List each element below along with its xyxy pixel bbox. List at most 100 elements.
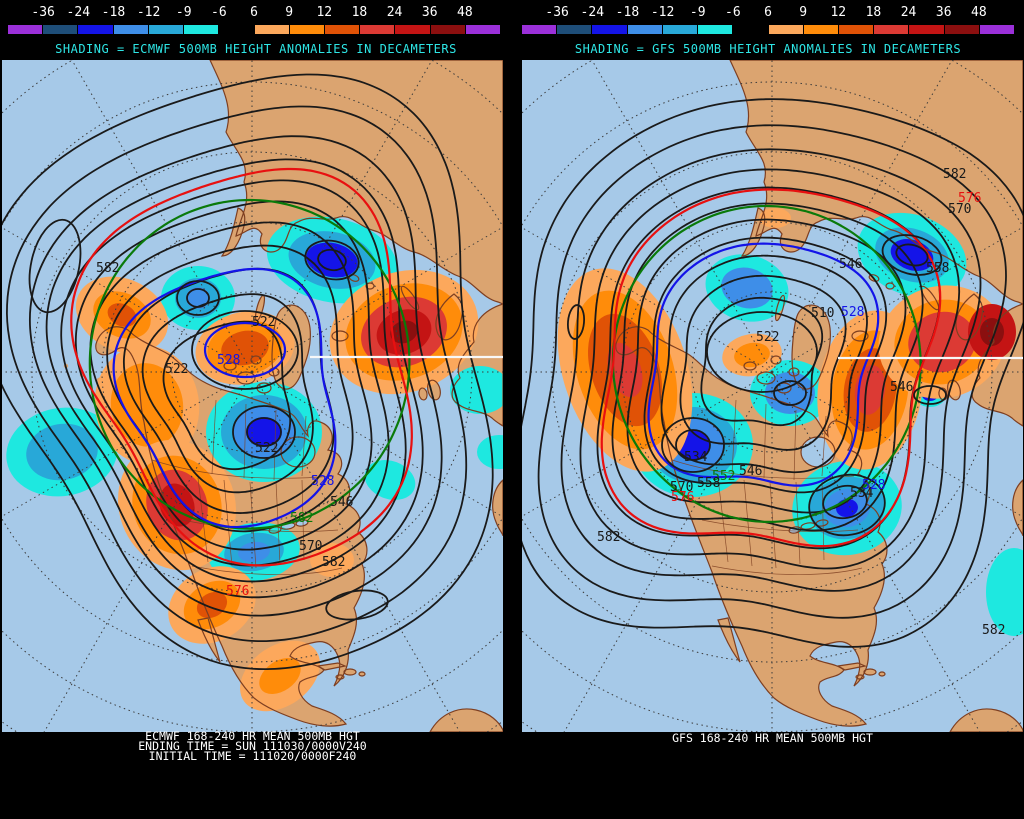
contour-label: 528 <box>841 305 864 320</box>
coastline <box>855 674 865 680</box>
political-border <box>769 481 777 569</box>
meridian-line <box>771 60 953 373</box>
coastline <box>788 367 800 377</box>
coastline <box>776 382 792 394</box>
political-border <box>717 477 729 563</box>
contour-528-blue <box>112 267 337 529</box>
panel-title: SHADING = GFS 500MB HEIGHT ANOMALIES IN … <box>574 42 962 56</box>
anomaly-blob <box>734 342 770 368</box>
meridian-line <box>771 226 1023 373</box>
political-border <box>191 565 343 575</box>
height-contour <box>106 244 354 533</box>
meridian-line <box>2 227 253 373</box>
colorbar-tick: -24 <box>66 5 91 20</box>
coastline <box>418 387 428 401</box>
colorbar-tick: 6 <box>250 5 258 20</box>
contour-label: 576 <box>671 490 694 505</box>
colorbar-tick: 18 <box>351 5 368 20</box>
height-contours <box>522 98 1023 648</box>
contour-label: 576 <box>226 584 249 599</box>
anomaly-blob <box>854 365 886 415</box>
graticule <box>522 60 1023 732</box>
political-border <box>223 479 233 567</box>
colorbar-tick: 36 <box>421 5 438 20</box>
contour-label: 546 <box>739 464 762 479</box>
panel-ecmwf: -36 -24 -18 -12 -9 -6 6 9 12 18 24 36 48 SHADING = E… <box>2 5 503 763</box>
height-contour <box>660 254 868 474</box>
landmass <box>838 663 865 670</box>
colorbar <box>522 25 1015 34</box>
colorbar-segment <box>465 25 501 34</box>
colorbar-segment <box>733 25 768 34</box>
coastline <box>774 294 786 322</box>
contour-label: 582 <box>290 511 313 526</box>
coastline <box>451 303 503 427</box>
political-border <box>711 565 863 575</box>
colorbar-segment <box>768 25 803 34</box>
height-contour <box>2 73 494 670</box>
coastline <box>878 671 886 677</box>
colorbar-segment <box>395 25 430 34</box>
coastline <box>949 708 1023 732</box>
anomaly-blob <box>759 208 791 228</box>
contour-label: 558 <box>697 476 720 491</box>
colorbar-tick: -9 <box>689 5 706 20</box>
coastline <box>343 668 357 676</box>
contour-label: 528 <box>311 474 334 489</box>
colorbar-segment <box>289 25 324 34</box>
closed-low-contour <box>773 380 807 406</box>
meridian-line <box>2 371 253 517</box>
height-contours <box>2 73 494 670</box>
landmass <box>222 208 245 256</box>
anomaly-blob <box>196 591 228 619</box>
contour-label: 582 <box>982 623 1005 638</box>
colorbar-segment <box>184 25 219 34</box>
coastline <box>223 361 237 371</box>
colorbar-tick: 6 <box>764 5 772 20</box>
colorbar-segment <box>557 25 592 34</box>
closed-low-contour <box>317 248 347 272</box>
meridian-line <box>563 371 773 732</box>
contour-label: 582 <box>322 555 345 570</box>
closed-low-contour <box>176 280 220 316</box>
colorbar-segment <box>8 25 43 34</box>
contour-label: 546 <box>890 380 913 395</box>
colorbar-tick: 24 <box>900 5 917 20</box>
height-contour <box>537 124 1007 619</box>
colorbar-segment <box>148 25 184 34</box>
footer-line: INITIAL TIME = 111020/0000F240 <box>148 749 357 763</box>
climatology-contour <box>88 198 411 530</box>
colorbar-tick: 12 <box>316 5 333 20</box>
colorbar-tick: -9 <box>175 5 192 20</box>
political-border <box>151 459 335 479</box>
colorbar-segment <box>838 25 874 34</box>
colorbar-tick: -18 <box>101 5 126 20</box>
colorbar-tick: 12 <box>830 5 847 20</box>
closed-low-contour <box>675 429 711 461</box>
coastline <box>492 479 503 537</box>
meridian-line <box>522 371 773 517</box>
colorbar-tick: 24 <box>386 5 403 20</box>
coastline <box>868 274 880 282</box>
coastline <box>791 304 831 390</box>
coastline <box>316 662 348 671</box>
colorbar-tick: -36 <box>545 5 569 20</box>
political-border <box>763 403 767 479</box>
contour-label: 522 <box>165 362 188 377</box>
coastline <box>427 379 441 401</box>
colorbar-tick: -18 <box>615 5 640 20</box>
meridian-line <box>771 371 1023 518</box>
anomaly-blob <box>986 548 1023 636</box>
landmass <box>318 663 345 670</box>
colorbar-ticks: -36 -24 -18 -12 -9 -6 6 9 12 18 24 36 48 <box>522 5 1014 21</box>
height-contour <box>45 158 424 599</box>
coastline <box>358 671 366 677</box>
coastline <box>947 379 961 401</box>
coastline <box>331 330 349 342</box>
height-contour <box>579 168 961 570</box>
contour-label: 528 <box>217 353 240 368</box>
colorbar-tick: -6 <box>211 5 227 20</box>
